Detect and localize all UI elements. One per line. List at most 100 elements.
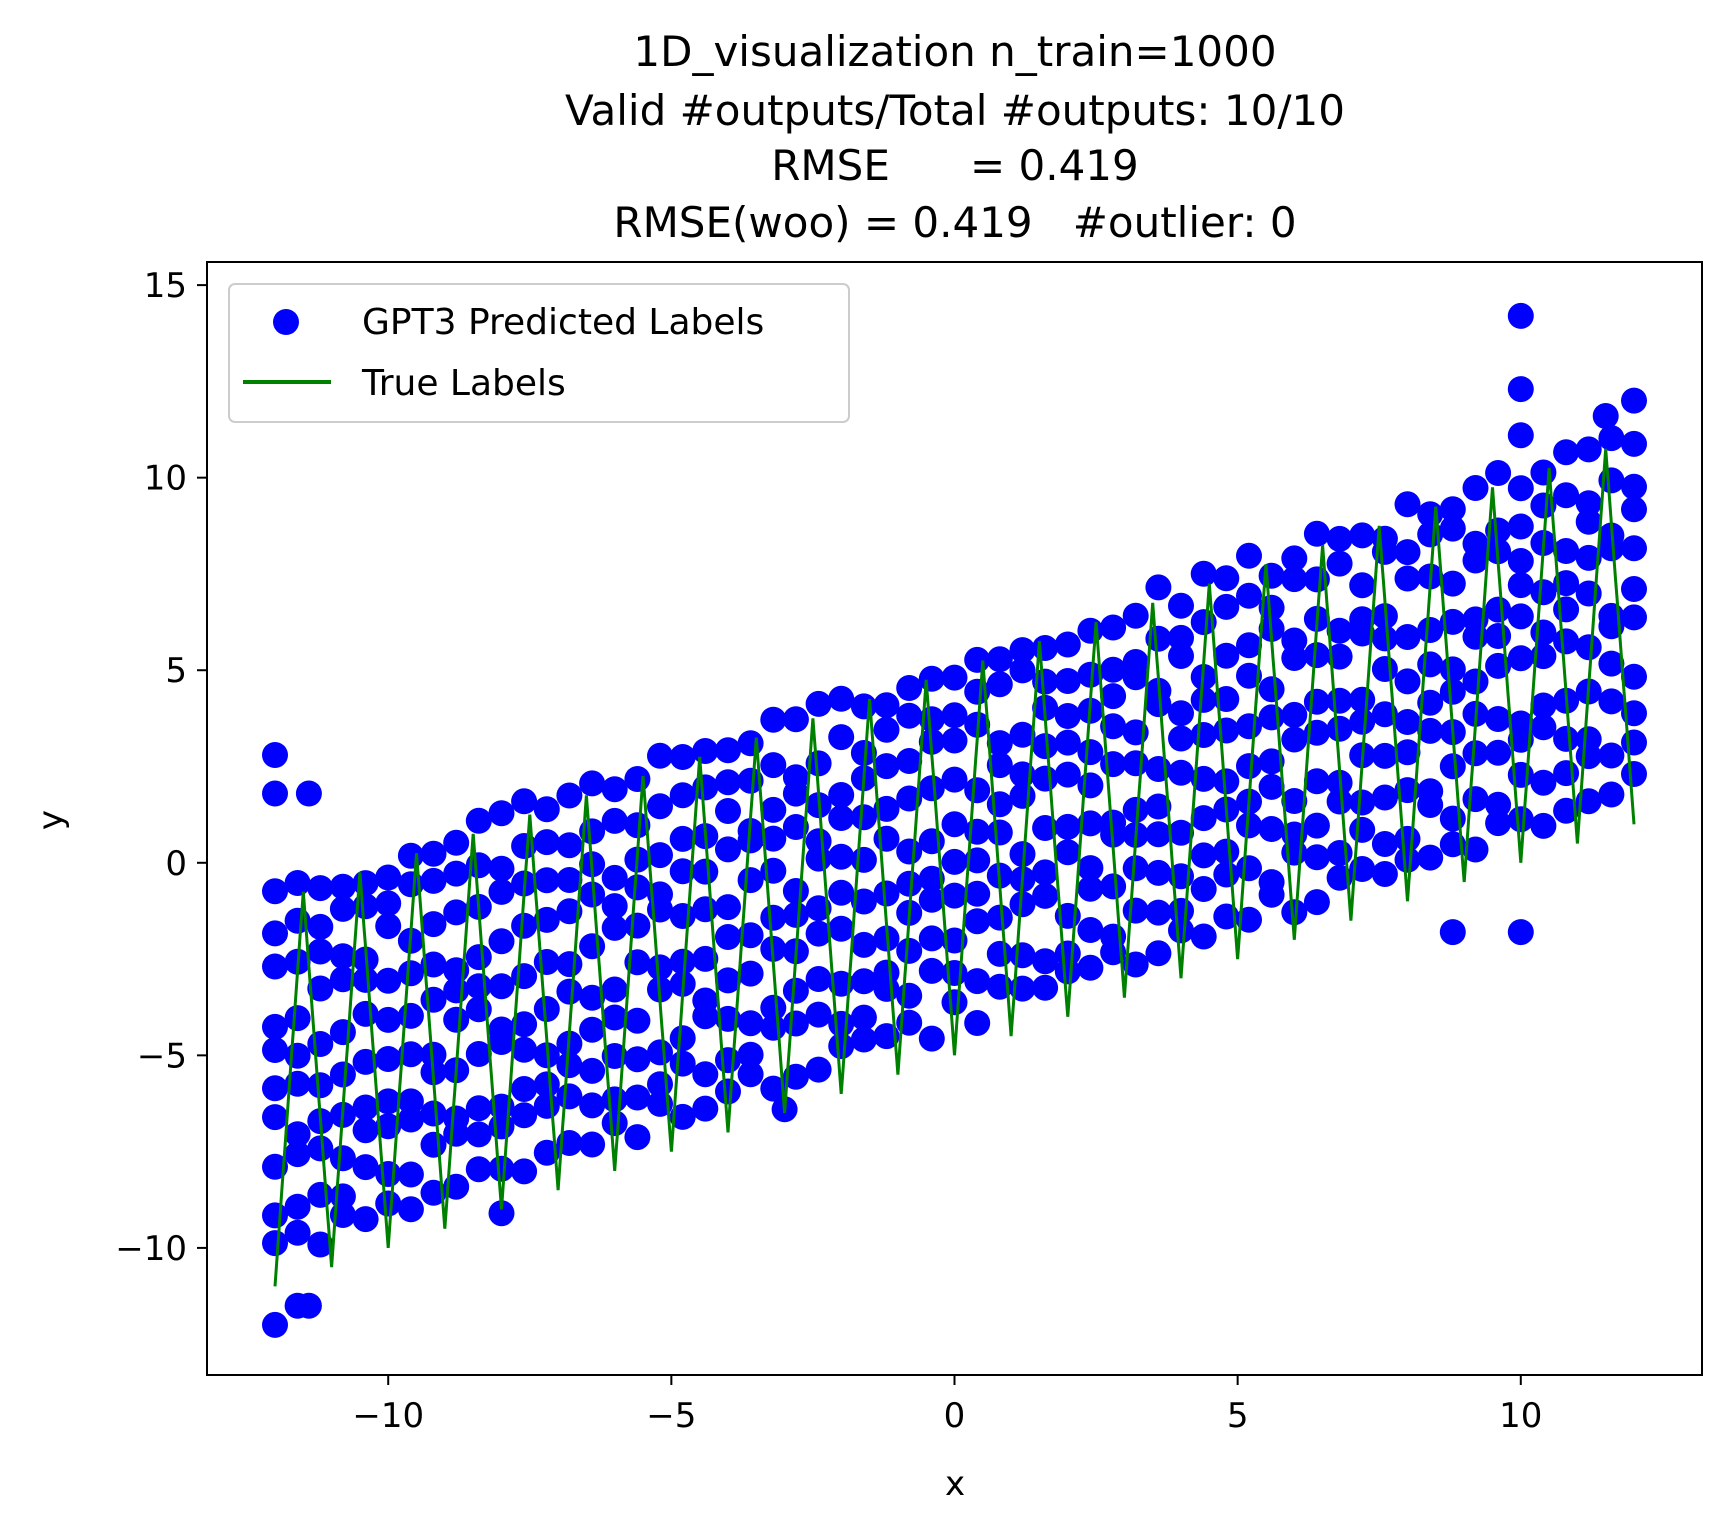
x-tick-label: −5 (646, 1396, 696, 1436)
predicted-point (1054, 958, 1081, 985)
predicted-point (1122, 602, 1149, 629)
predicted-point (986, 752, 1013, 779)
predicted-point (669, 1103, 696, 1130)
predicted-point (1371, 742, 1398, 769)
predicted-point (1326, 715, 1353, 742)
predicted-point (1077, 739, 1104, 766)
predicted-point (1349, 522, 1376, 549)
predicted-point (1054, 839, 1081, 866)
predicted-point (918, 925, 945, 952)
predicted-point (1326, 643, 1353, 670)
predicted-point (918, 1025, 945, 1052)
predicted-point (624, 874, 651, 901)
x-tick-label: −10 (352, 1396, 424, 1436)
predicted-point (1032, 882, 1059, 909)
predicted-point (1213, 768, 1240, 795)
predicted-point (1575, 490, 1602, 517)
predicted-point (805, 1001, 832, 1028)
predicted-point (941, 766, 968, 793)
predicted-point (601, 1110, 628, 1137)
predicted-point (1485, 623, 1512, 649)
predicted-point (1485, 810, 1512, 837)
predicted-point (1213, 717, 1240, 744)
predicted-point (1190, 876, 1217, 902)
predicted-point (1530, 714, 1557, 741)
predicted-point (647, 1039, 673, 1066)
predicted-point (760, 825, 787, 852)
predicted-point (941, 848, 968, 875)
predicted-point (1077, 661, 1104, 688)
predicted-point (1168, 643, 1194, 669)
predicted-point (918, 665, 945, 692)
predicted-point (262, 1075, 288, 1102)
predicted-point (262, 1311, 288, 1338)
predicted-point (1122, 897, 1149, 924)
predicted-point (375, 1190, 402, 1217)
predicted-point (692, 858, 719, 885)
predicted-point (782, 1010, 809, 1037)
predicted-point (1258, 773, 1285, 800)
predicted-point (329, 895, 356, 922)
predicted-point (624, 1084, 651, 1111)
predicted-point (262, 920, 288, 947)
predicted-point (1009, 891, 1036, 918)
predicted-point (352, 870, 379, 897)
predicted-point (1553, 596, 1580, 623)
predicted-point (488, 1155, 515, 1182)
predicted-point (1530, 459, 1557, 486)
predicted-point (805, 828, 832, 855)
predicted-point (1303, 844, 1330, 871)
predicted-point (1553, 439, 1580, 466)
predicted-point (1326, 788, 1353, 815)
predicted-point (873, 692, 900, 719)
predicted-point (329, 943, 356, 970)
predicted-point (647, 742, 673, 769)
predicted-point (1168, 917, 1194, 944)
predicted-point (1258, 748, 1285, 775)
predicted-point (715, 737, 741, 764)
predicted-point (1462, 530, 1489, 557)
predicted-point (692, 945, 719, 972)
predicted-point (465, 973, 492, 1000)
predicted-point (1077, 917, 1104, 943)
predicted-point (1281, 899, 1308, 926)
legend-label-predicted: GPT3 Predicted Labels (362, 302, 764, 343)
predicted-point (1077, 772, 1104, 799)
predicted-point (465, 1121, 492, 1148)
predicted-point (1281, 788, 1308, 814)
predicted-point (1303, 889, 1330, 916)
predicted-point (1009, 657, 1036, 684)
predicted-point (805, 1056, 832, 1083)
predicted-point (579, 984, 606, 1011)
predicted-point (1553, 725, 1580, 752)
predicted-point (397, 1161, 424, 1188)
predicted-point (1326, 840, 1353, 866)
predicted-point (1100, 809, 1127, 836)
predicted-point (1326, 525, 1353, 552)
predicted-point (1371, 625, 1398, 652)
predicted-point (511, 1076, 538, 1102)
predicted-point (1236, 662, 1262, 689)
predicted-point (1122, 649, 1149, 675)
predicted-point (1236, 582, 1262, 609)
predicted-point (420, 867, 447, 894)
predicted-point (692, 987, 719, 1014)
predicted-point (284, 1121, 311, 1148)
predicted-point (1507, 761, 1534, 788)
predicted-point (1349, 606, 1376, 633)
predicted-point (1485, 739, 1512, 766)
predicted-point (1349, 789, 1376, 816)
predicted-point (533, 949, 560, 975)
y-tick-label: −10 (115, 1229, 187, 1269)
predicted-point (1122, 750, 1149, 777)
predicted-point (1621, 729, 1647, 756)
predicted-point (1621, 430, 1647, 457)
predicted-point (284, 870, 311, 896)
predicted-point (443, 829, 470, 856)
predicted-point (1009, 942, 1036, 969)
predicted-point (964, 777, 991, 804)
predicted-point (1190, 560, 1217, 587)
predicted-point (1394, 739, 1421, 766)
x-axis: −10 −5 0 5 10 (352, 1375, 1542, 1436)
predicted-point (669, 903, 696, 929)
